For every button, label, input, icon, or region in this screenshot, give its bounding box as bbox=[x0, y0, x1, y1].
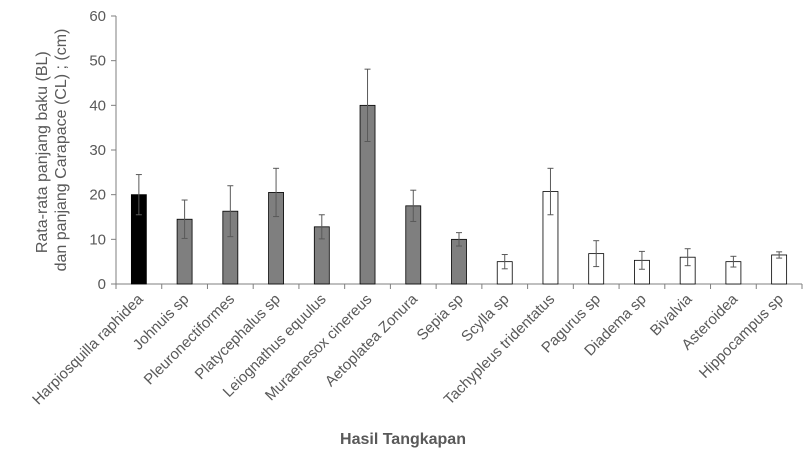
y-axis-title-line-2: dan panjang Carapace (CL) ; (cm) bbox=[53, 29, 70, 272]
error-bars bbox=[135, 68, 783, 270]
category-label: Hippocampus sp bbox=[696, 291, 787, 382]
bars bbox=[130, 104, 788, 285]
y-tick-label: 20 bbox=[89, 187, 106, 204]
x-axis-title: Hasil Tangkapan bbox=[340, 431, 466, 448]
y-tick-label: 60 bbox=[89, 8, 106, 25]
y-tick-label: 30 bbox=[89, 142, 106, 159]
y-axis-title: Rata-rata panjang baku (BL) dan panjang … bbox=[34, 29, 70, 272]
category-label: Sepia sp bbox=[414, 291, 467, 344]
y-tick-label: 40 bbox=[89, 97, 106, 114]
y-tick-label: 10 bbox=[89, 231, 106, 248]
y-tick-label: 50 bbox=[89, 53, 106, 70]
y-tick-label: 0 bbox=[98, 276, 106, 293]
y-axis-title-line-1: Rata-rata panjang baku (BL) bbox=[34, 51, 51, 253]
x-axis bbox=[115, 283, 803, 289]
bar bbox=[771, 254, 788, 285]
category-label: Platycephalus sp bbox=[192, 291, 284, 383]
category-label: Harpiosquilla raphidea bbox=[29, 290, 147, 408]
y-axis: 0 10 20 30 40 50 60 bbox=[89, 8, 117, 293]
